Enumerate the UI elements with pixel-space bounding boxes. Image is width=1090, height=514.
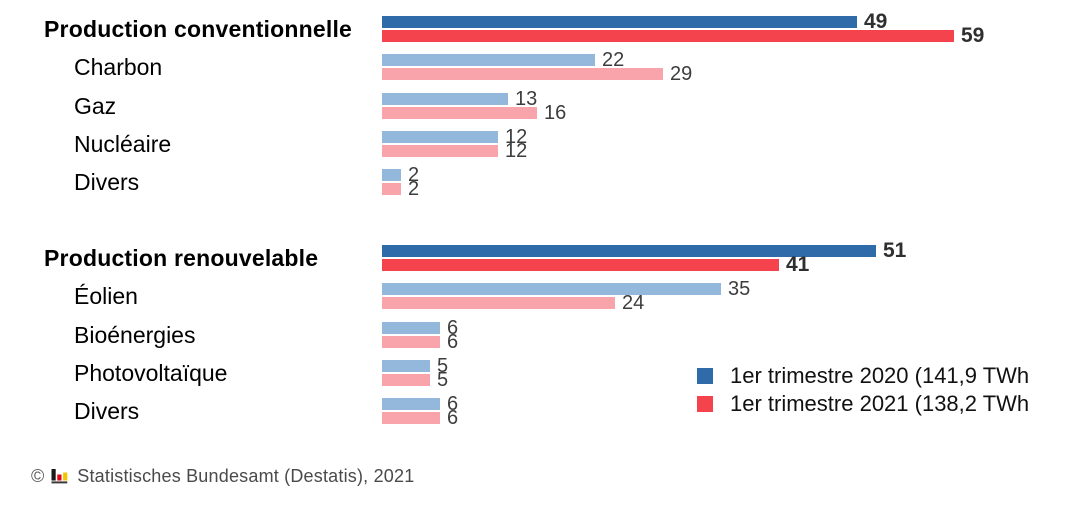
destatis-logo-icon bbox=[51, 469, 68, 484]
value-label: 41 bbox=[786, 253, 810, 276]
source-note: © Statistisches Bundesamt (Destatis), 20… bbox=[31, 466, 414, 487]
bar-series-2020 bbox=[382, 283, 721, 295]
bar-series-2021 bbox=[382, 183, 401, 195]
row-label: Divers bbox=[74, 169, 140, 195]
copyright-symbol: © bbox=[31, 466, 45, 486]
row-label: Nucléaire bbox=[74, 131, 172, 157]
bar-series-2020 bbox=[382, 131, 498, 143]
row-label: Production conventionnelle bbox=[44, 16, 353, 42]
legend: 1er trimestre 2020 (141,9 TWh 1er trimes… bbox=[697, 362, 1029, 418]
chart-row: Éolien 35 24 bbox=[0, 279, 1090, 313]
bar-series-2021 bbox=[382, 259, 779, 271]
bar-series-2021 bbox=[382, 412, 440, 424]
bar-series-2021 bbox=[382, 30, 954, 42]
chart-row: Charbon 22 29 bbox=[0, 50, 1090, 84]
value-label: 6 bbox=[447, 331, 459, 353]
value-label: 2 bbox=[408, 164, 420, 186]
row-label: Gaz bbox=[74, 93, 117, 119]
value-label: 35 bbox=[728, 278, 751, 300]
value-label: 6 bbox=[447, 317, 459, 339]
chart-row: Divers 2 2 bbox=[0, 165, 1090, 199]
value-label: 12 bbox=[505, 140, 528, 162]
value-label: 6 bbox=[447, 393, 459, 415]
chart-row: Production renouvelable 51 41 bbox=[0, 240, 1090, 275]
row-label: Charbon bbox=[74, 54, 163, 80]
row-label: Bioénergies bbox=[74, 322, 196, 348]
value-label: 6 bbox=[447, 407, 459, 429]
bar-series-2020 bbox=[382, 54, 595, 66]
legend-item-2020: 1er trimestre 2020 (141,9 TWh bbox=[697, 362, 1029, 390]
value-label: 29 bbox=[670, 63, 693, 85]
legend-item-2021: 1er trimestre 2021 (138,2 TWh bbox=[697, 390, 1029, 418]
bar-series-2021 bbox=[382, 68, 663, 80]
chart-row: Photovoltaïque 5 5 bbox=[0, 356, 1090, 390]
chart-row: Nucléaire 12 12 bbox=[0, 127, 1090, 161]
value-label: 16 bbox=[544, 102, 567, 124]
value-label: 12 bbox=[505, 126, 528, 148]
legend-swatch-2021-icon bbox=[697, 396, 713, 412]
legend-swatch-2020-icon bbox=[697, 368, 713, 384]
bar-series-2021 bbox=[382, 107, 537, 119]
bar-series-2020 bbox=[382, 398, 440, 410]
chart-row: Production conventionnelle 49 59 bbox=[0, 11, 1090, 46]
legend-label-2020: 1er trimestre 2020 (141,9 TWh bbox=[730, 363, 1030, 388]
bar-series-2021 bbox=[382, 297, 615, 309]
bar-series-2021 bbox=[382, 374, 430, 386]
bar-series-2020 bbox=[382, 245, 876, 257]
bar-series-2021 bbox=[382, 145, 498, 157]
value-label: 24 bbox=[622, 292, 645, 314]
row-label: Divers bbox=[74, 398, 140, 424]
source-text: Statistisches Bundesamt (Destatis), 2021 bbox=[77, 466, 415, 486]
value-label: 5 bbox=[437, 355, 449, 377]
bar-series-2020 bbox=[382, 322, 440, 334]
chart-row: Bioénergies 6 6 bbox=[0, 318, 1090, 352]
bar-series-2020 bbox=[382, 93, 508, 105]
value-label: 22 bbox=[602, 49, 625, 71]
row-label: Production renouvelable bbox=[44, 245, 319, 271]
row-label: Photovoltaïque bbox=[74, 360, 228, 386]
chart-row: Gaz 13 16 bbox=[0, 89, 1090, 123]
bar-series-2020 bbox=[382, 16, 857, 28]
bar-series-2021 bbox=[382, 336, 440, 348]
legend-label-2021: 1er trimestre 2021 (138,2 TWh bbox=[730, 391, 1030, 416]
value-label: 5 bbox=[437, 369, 449, 391]
value-label: 49 bbox=[864, 10, 888, 33]
bar-series-2020 bbox=[382, 169, 401, 181]
value-label: 59 bbox=[961, 24, 985, 47]
bar-series-2020 bbox=[382, 360, 430, 372]
chart-row: Divers 6 6 bbox=[0, 394, 1090, 428]
value-label: 13 bbox=[515, 88, 538, 110]
value-label: 2 bbox=[408, 178, 420, 200]
value-label: 51 bbox=[883, 239, 907, 262]
row-label: Éolien bbox=[74, 283, 138, 309]
